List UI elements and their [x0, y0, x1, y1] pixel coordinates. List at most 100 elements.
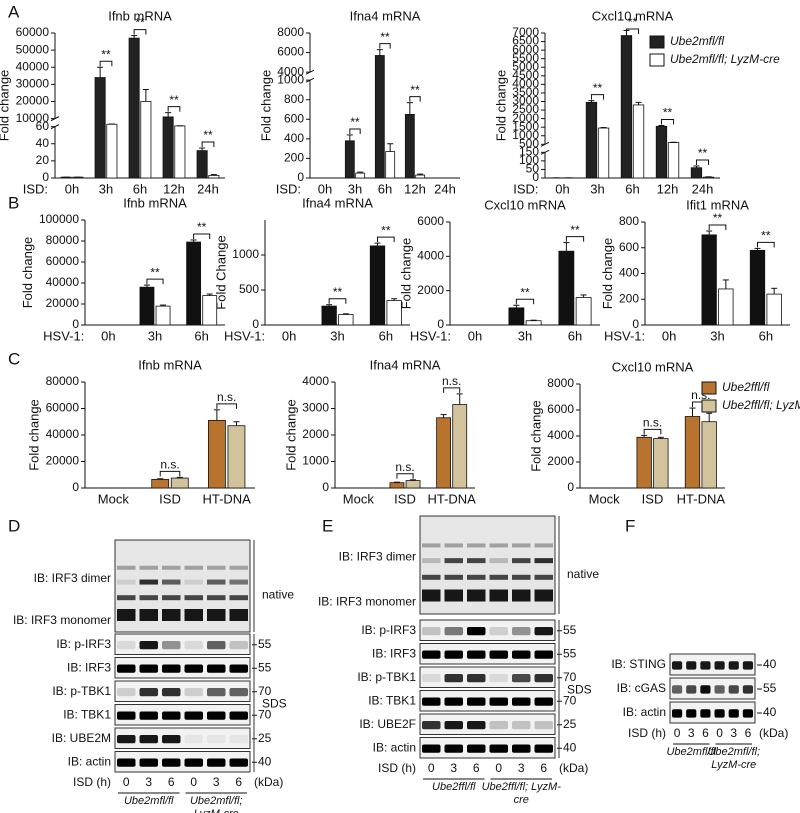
- x-tick-label: Mock: [589, 491, 621, 506]
- bar: [208, 175, 220, 179]
- band: [534, 744, 553, 753]
- band: [512, 558, 531, 564]
- band: [686, 709, 697, 718]
- y-tick-label: 50000: [16, 42, 50, 56]
- band: [512, 574, 531, 580]
- group-label: Ube2mfl/fl: [123, 795, 174, 807]
- band: [422, 574, 441, 580]
- band: [512, 697, 531, 706]
- kda-marker: 55: [258, 637, 272, 651]
- significance-bracket: [159, 470, 181, 477]
- legend-swatch: [649, 53, 665, 67]
- bar: [585, 101, 598, 179]
- band: [489, 574, 508, 580]
- bar: [452, 404, 468, 489]
- bar: [436, 417, 452, 489]
- bar: [575, 297, 592, 326]
- band: [512, 627, 531, 636]
- band: [534, 674, 553, 683]
- bar: [170, 477, 189, 489]
- x-tick-label: 24h: [197, 181, 219, 196]
- significance-label: **: [381, 223, 391, 237]
- x-tick-label: 3h: [148, 328, 162, 343]
- group-label: Ube2ffl/fl; LyzM-cre: [481, 781, 561, 806]
- y-tick-label: 60000: [46, 401, 80, 415]
- x-tick-label: 3h: [590, 181, 604, 196]
- significance-label: **: [713, 211, 723, 225]
- band: [467, 589, 486, 602]
- band: [117, 711, 136, 720]
- y-tick-label: 800: [619, 214, 639, 228]
- band: [489, 589, 508, 602]
- bar: [597, 127, 610, 179]
- band: [422, 674, 441, 683]
- native-blot: [114, 539, 251, 633]
- band: [534, 627, 553, 636]
- significance-label: **: [203, 128, 213, 142]
- band: [714, 709, 725, 718]
- y-tick-label: 0: [42, 170, 49, 184]
- x-tick-label: 0h: [468, 328, 482, 343]
- blot-row-label: IB: p-IRF3: [56, 637, 111, 651]
- band: [139, 711, 158, 720]
- kda-marker: 25: [563, 717, 577, 731]
- band: [162, 664, 181, 673]
- blot-strip: [114, 704, 251, 726]
- lane-label: 6: [168, 775, 175, 789]
- band: [139, 609, 158, 621]
- bar: [718, 288, 734, 326]
- lane-label: 6: [235, 775, 242, 789]
- bar: [174, 125, 186, 179]
- y-tick-label: 4000: [417, 249, 444, 263]
- blot-row-label: IB: STING: [611, 657, 666, 671]
- y-axis-label: Fold change: [528, 400, 543, 472]
- significance-label: **: [333, 285, 343, 299]
- bar: [321, 305, 337, 326]
- y-tick-label: 20000: [46, 454, 80, 468]
- significance-bracket: [376, 236, 395, 243]
- blot-row-label: IB: actin: [373, 740, 416, 754]
- chart-title: Ifnb mRNA: [123, 195, 187, 210]
- x-tick-label: 6h: [194, 328, 208, 343]
- band: [728, 685, 739, 694]
- blot-strip: [419, 690, 556, 712]
- y-tick-label: 8000: [547, 376, 574, 390]
- band: [672, 685, 683, 694]
- lane-label: 6: [540, 761, 547, 775]
- y-tick-label: 5000: [512, 59, 539, 73]
- y-tick-label: 1000: [277, 72, 304, 86]
- y-tick-label: 150: [519, 144, 539, 158]
- x-tick-label: 0h: [282, 328, 296, 343]
- band: [467, 697, 486, 706]
- bar: [338, 314, 354, 326]
- legend-swatch: [701, 381, 717, 395]
- y-tick-label: 400: [619, 266, 639, 280]
- x-tick-label: ISD: [394, 491, 416, 506]
- significance-bracket: [193, 233, 211, 239]
- bar: [655, 125, 668, 179]
- y-tick-label: 0: [437, 317, 444, 331]
- x-tick-label: HT-DNA: [202, 491, 251, 506]
- band: [672, 661, 683, 670]
- significance-bracket: [565, 236, 585, 242]
- y-tick-label: 40000: [16, 59, 50, 73]
- x-tick-label: 6h: [568, 328, 582, 343]
- bar: [620, 35, 633, 179]
- x-tick-label: 6h: [379, 328, 393, 343]
- blot-strip: [419, 713, 556, 735]
- band: [742, 685, 753, 694]
- significance-label: **: [628, 15, 638, 29]
- y-tick-label: 400: [284, 131, 304, 145]
- band: [162, 609, 181, 621]
- y-tick-label: 40: [36, 136, 50, 150]
- band: [700, 709, 711, 718]
- band: [728, 709, 739, 718]
- significance-bracket: [146, 278, 164, 285]
- y-tick-label: 1000: [512, 128, 539, 142]
- bar: [636, 436, 652, 489]
- band: [229, 735, 248, 744]
- band: [714, 685, 725, 694]
- band: [229, 711, 248, 720]
- y-tick-label: 7000: [512, 25, 539, 39]
- blot-strip: [419, 666, 556, 688]
